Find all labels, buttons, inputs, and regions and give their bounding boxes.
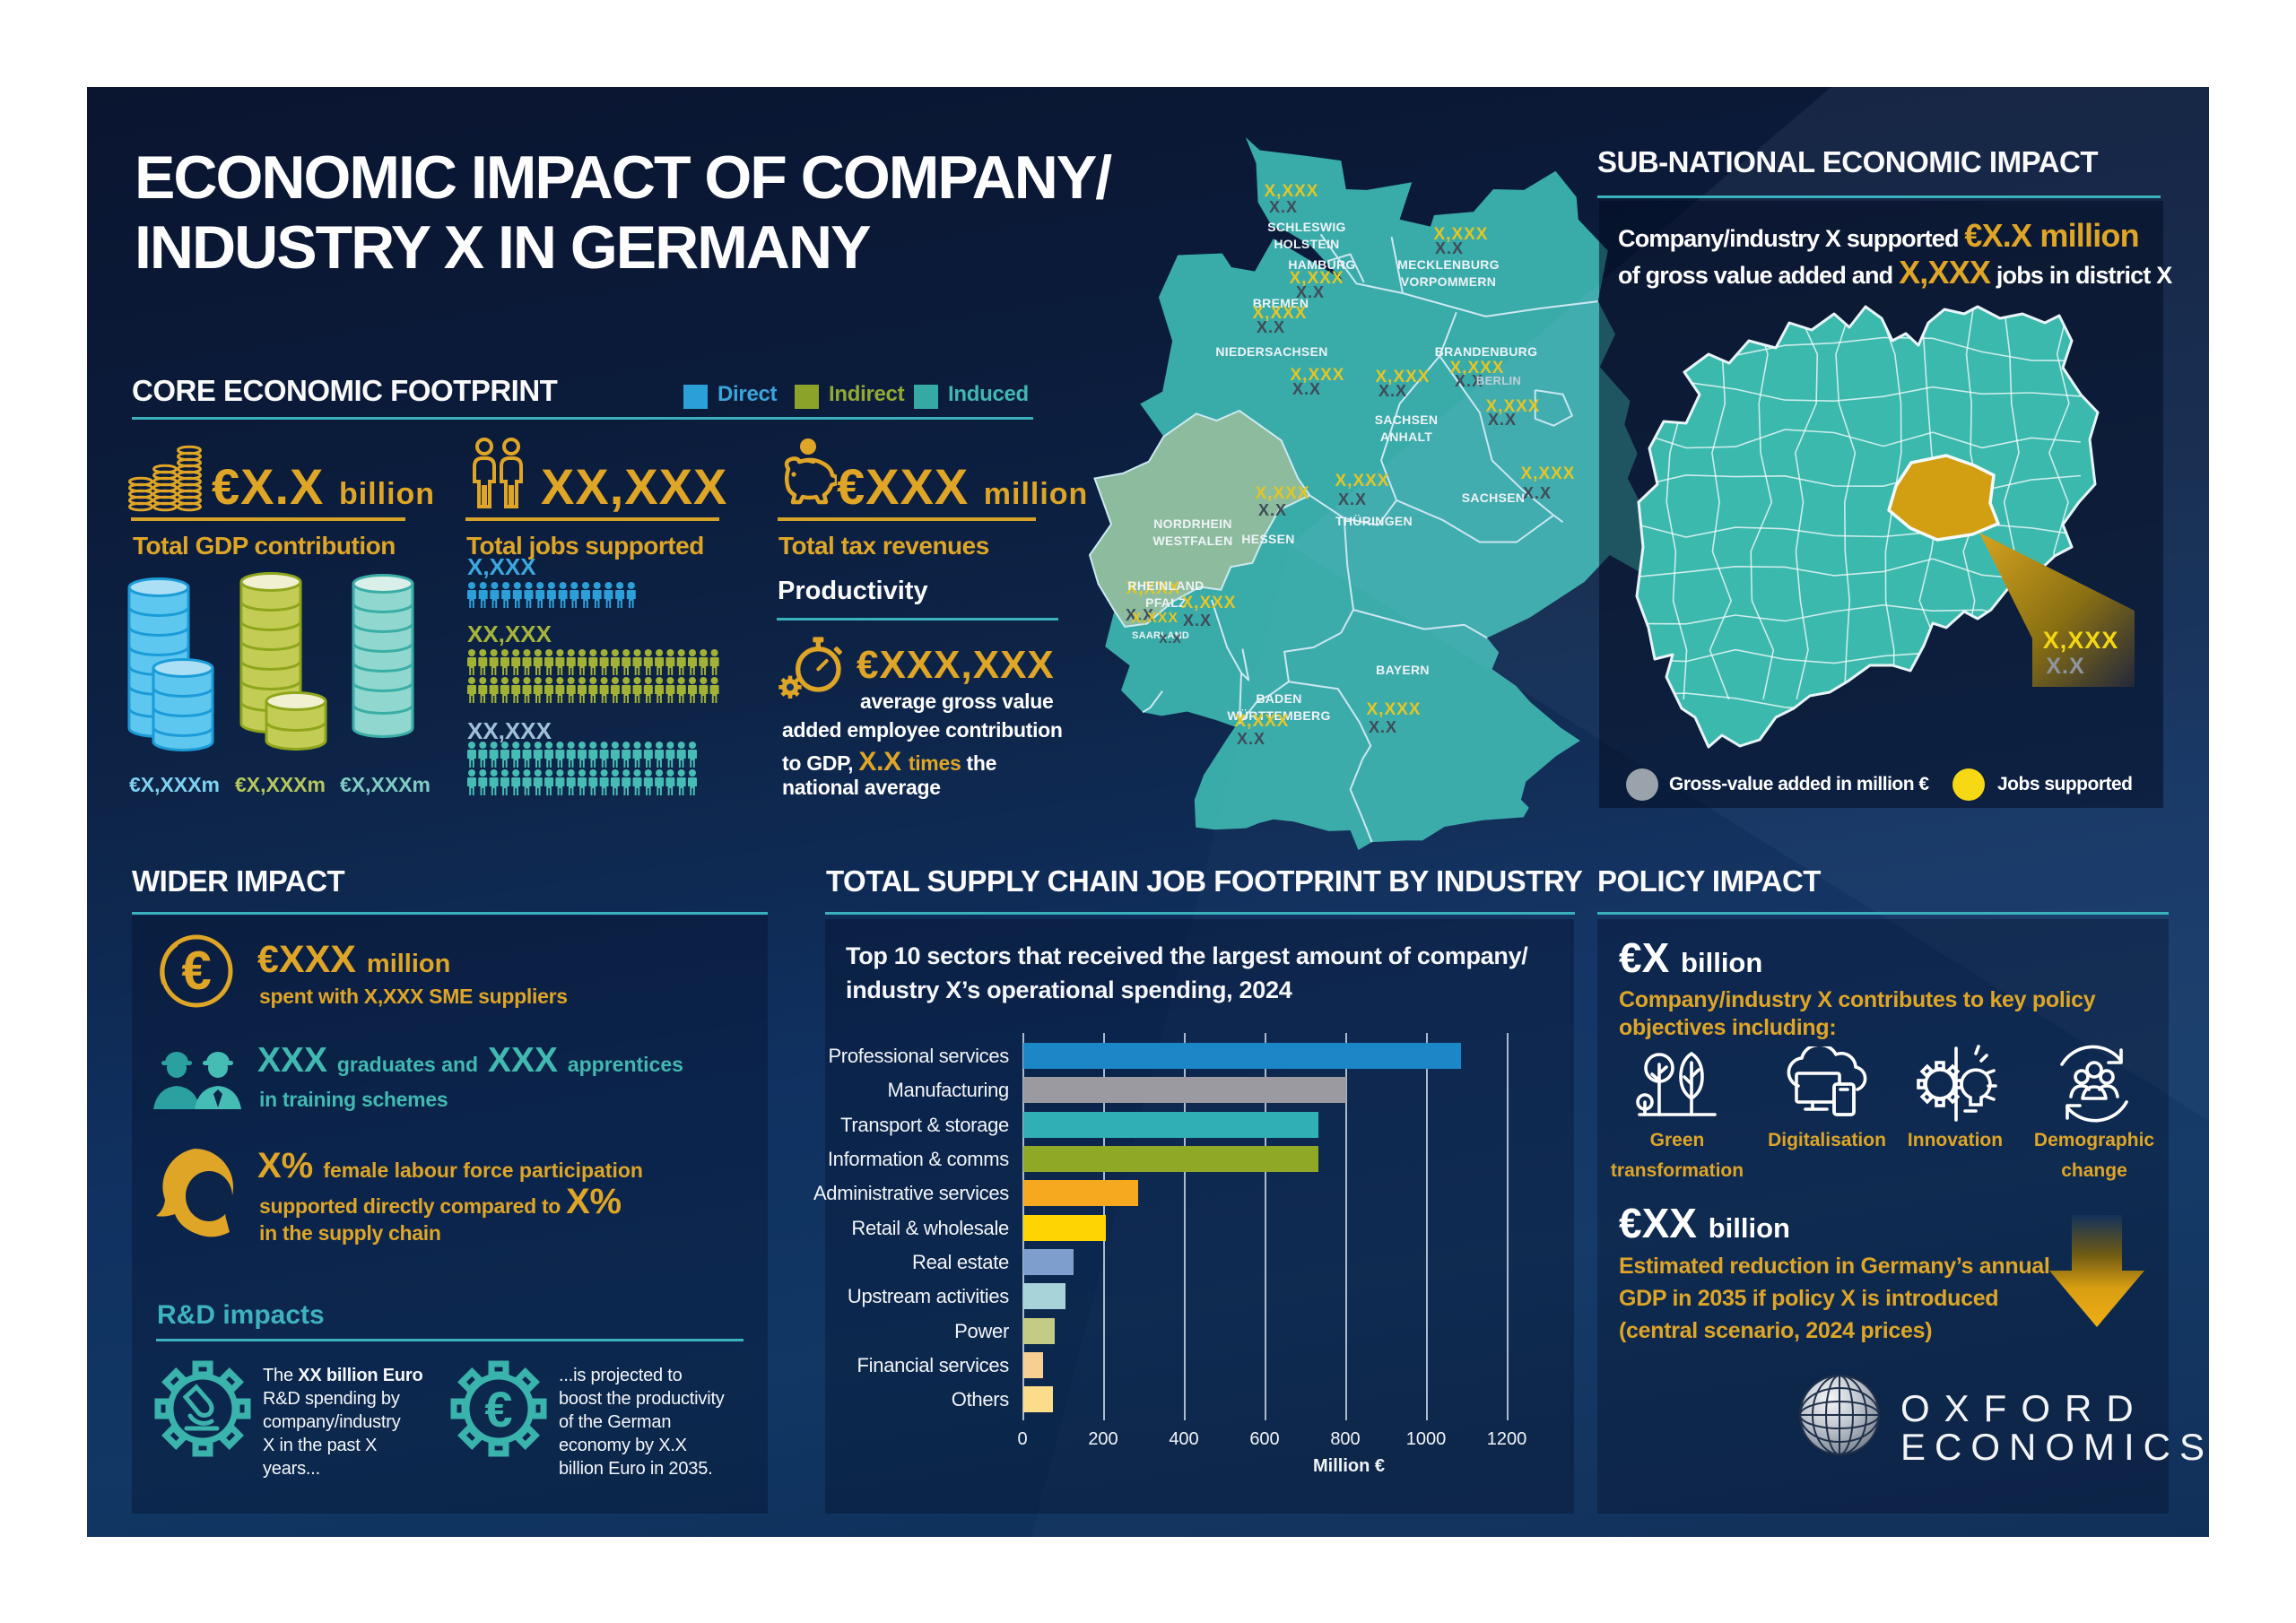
- svg-text:€: €: [484, 1381, 512, 1437]
- svg-text:€: €: [181, 941, 211, 1001]
